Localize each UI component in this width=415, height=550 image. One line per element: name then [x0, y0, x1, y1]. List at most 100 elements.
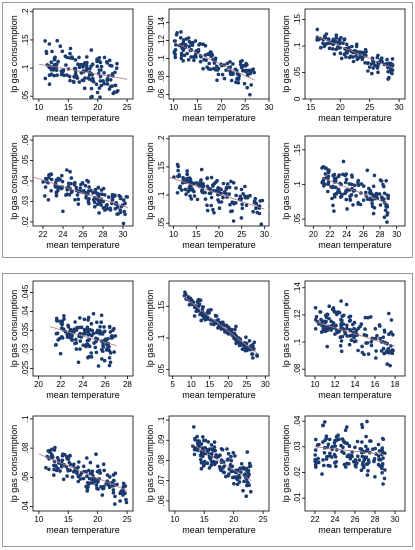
chart-0-fit-line — [38, 63, 128, 80]
chart-8-point — [356, 348, 360, 353]
chart-4-point — [227, 192, 231, 196]
chart-3-point — [92, 200, 97, 205]
chart-4-point — [179, 188, 184, 192]
chart-9-point — [68, 454, 72, 458]
chart-0-y-tick-label: .15 — [21, 34, 30, 46]
chart-8-point — [374, 356, 378, 360]
chart-3-point — [46, 198, 51, 202]
chart-3-point — [61, 209, 65, 214]
chart-1-point — [216, 66, 221, 71]
chart-6-point — [60, 336, 65, 340]
chart-3-point — [91, 191, 95, 195]
chart-1-point — [189, 55, 193, 59]
chart-3-fit-line — [32, 176, 129, 208]
chart-8-point — [314, 314, 319, 319]
chart-5-x-tick-label: 20 — [309, 230, 318, 239]
chart-5-point — [385, 211, 390, 215]
chart-1-point — [196, 47, 201, 52]
chart-0-x-tick-label: 25 — [123, 103, 132, 112]
chart-5-point — [321, 179, 326, 184]
chart-8-point — [360, 344, 364, 349]
chart-8-point — [379, 349, 384, 353]
chart-7-x-axis-title: mean temperature — [182, 390, 256, 400]
chart-7-point — [243, 348, 248, 353]
chart-5-x-tick-label: 24 — [342, 230, 351, 239]
chart-4-point — [244, 203, 249, 207]
chart-5-point — [323, 182, 327, 187]
chart-1-point — [229, 78, 234, 83]
chart-8-point — [375, 334, 379, 338]
chart-2-point — [326, 37, 331, 41]
chart-1-point — [173, 39, 177, 43]
chart-0-point — [101, 79, 105, 83]
chart-4-point — [222, 190, 227, 195]
chart-7-point — [206, 309, 210, 314]
chart-9-point — [73, 469, 77, 473]
chart-0-point — [52, 57, 57, 62]
chart-10-point — [231, 451, 236, 455]
chart-11-point — [321, 423, 326, 427]
chart-8-point — [387, 351, 392, 355]
chart-10-point — [212, 445, 217, 449]
chart-11-point — [365, 447, 370, 452]
chart-3-point — [60, 179, 65, 184]
chart-4-point — [186, 189, 190, 194]
chart-0-point — [55, 73, 59, 77]
chart-0-point — [114, 66, 119, 70]
chart-8-x-tick-label: 12 — [331, 380, 340, 389]
chart-2-point — [387, 75, 391, 80]
chart-4-x-tick-label: 15 — [192, 230, 201, 239]
chart-2-point — [350, 44, 354, 49]
chart-10-point — [192, 425, 196, 429]
chart-11-point — [316, 456, 320, 461]
chart-6-y-tick-label: .035 — [21, 322, 30, 338]
chart-2-point — [366, 69, 370, 73]
chart-11-point — [328, 451, 332, 456]
chart-11-point — [313, 462, 318, 467]
chart-3-y-tick-label: .04 — [21, 175, 30, 187]
chart-7-point — [224, 323, 229, 328]
chart-7-point — [184, 292, 188, 296]
chart-3-point — [118, 196, 123, 201]
chart-3-x-tick-label: 28 — [99, 230, 108, 239]
chart-3-point — [43, 194, 47, 198]
chart-7-point — [234, 340, 239, 344]
chart-4-point — [205, 176, 209, 181]
chart-8-point — [348, 334, 352, 338]
chart-3-point — [69, 176, 74, 180]
chart-6-y-tick-label: .03 — [21, 343, 30, 355]
chart-4-point — [175, 162, 180, 167]
chart-3-point — [102, 193, 107, 197]
chart-9-point — [77, 460, 81, 464]
chart-8-point — [347, 315, 351, 319]
chart-1-point — [222, 76, 227, 81]
chart-5-x-tick-label: 26 — [359, 230, 368, 239]
chart-8-point — [382, 351, 386, 356]
chart-9-plot-area — [32, 415, 134, 512]
chart-3-point — [78, 186, 83, 190]
chart-10-y-tick-label: .06 — [157, 495, 166, 507]
chart-6-point — [73, 320, 77, 324]
chart-10-point — [211, 459, 216, 464]
chart-4-point — [226, 182, 230, 186]
chart-10-point — [192, 447, 197, 452]
chart-11-point — [366, 469, 370, 473]
chart-11-point — [354, 465, 358, 469]
chart-0-point — [107, 58, 112, 63]
chart-9-point — [123, 491, 127, 495]
chart-4-point — [240, 206, 245, 211]
chart-3-point — [95, 191, 99, 195]
chart-5-point — [384, 179, 389, 183]
chart-5-point — [356, 200, 361, 205]
chart-5-point — [377, 192, 382, 196]
chart-11-y-axis-title: lp gas consumption — [281, 425, 291, 503]
chart-11-point — [335, 448, 339, 452]
chart-6-point — [62, 314, 66, 318]
chart-0-point — [47, 73, 52, 77]
chart-1-point — [215, 78, 219, 82]
chart-1-point — [186, 36, 191, 40]
chart-3-x-axis-title: mean temperature — [46, 240, 120, 250]
chart-2-point — [380, 56, 384, 60]
chart-0-point — [81, 62, 85, 67]
chart-6-point — [107, 345, 111, 349]
